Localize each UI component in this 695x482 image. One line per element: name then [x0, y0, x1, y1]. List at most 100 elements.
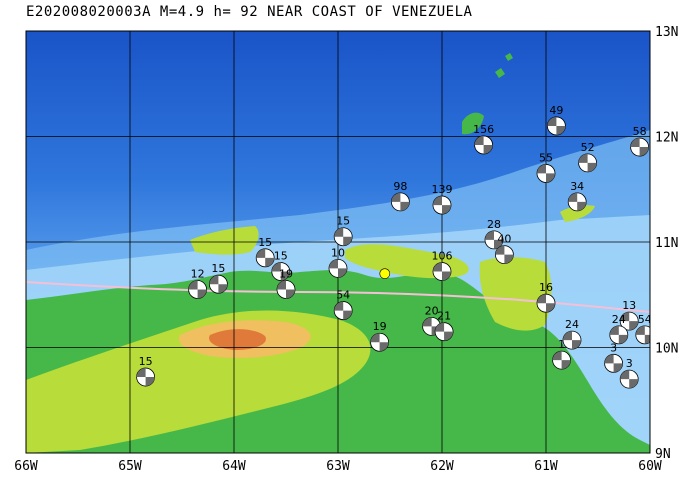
- beachball-compressional-quadrant: [537, 294, 555, 313]
- focal-mechanism: 15: [136, 355, 156, 387]
- event-depth-label: 34: [570, 180, 584, 193]
- beachball-compressional-quadrant: [433, 262, 451, 281]
- event-depth-label: 58: [633, 125, 647, 138]
- beachball-compressional-quadrant: [537, 164, 555, 183]
- event-depth-label: 24: [565, 318, 579, 331]
- focal-mechanism: 12: [188, 267, 208, 299]
- beachball-compressional-quadrant: [435, 322, 454, 341]
- event-depth-label: 40: [497, 233, 511, 246]
- lon-tick-label: 64W: [222, 459, 246, 474]
- beachball-compressional-quadrant: [370, 333, 389, 352]
- event-depth-label: 52: [581, 141, 595, 154]
- event-depth-label: 156: [473, 123, 494, 136]
- event-depth-label: 54: [336, 289, 350, 302]
- focal-mechanism: 15: [208, 262, 228, 294]
- event-depth-label: 19: [279, 267, 293, 280]
- lat-tick-label: 11N: [655, 236, 678, 251]
- beachball-compressional-quadrant: [620, 370, 639, 389]
- island-tobago: [560, 205, 595, 222]
- focal-mechanism: 19: [370, 320, 390, 352]
- event-depth-label: 98: [393, 180, 407, 193]
- focal-mechanism: 54: [635, 313, 652, 345]
- focal-mechanism: 34: [567, 180, 587, 212]
- lon-tick-label: 62W: [430, 459, 454, 474]
- lon-tick-label: 63W: [326, 459, 350, 474]
- beachball-compressional-quadrant: [609, 325, 628, 344]
- lon-tick-label: 60W: [638, 459, 662, 474]
- focal-mechanism: 15: [255, 236, 275, 268]
- beachball-compressional-quadrant: [271, 262, 290, 281]
- event-depth-label: 15: [336, 215, 350, 228]
- focal-mechanism: 24: [609, 313, 629, 345]
- beachball-compressional-quadrant: [256, 248, 275, 267]
- event-depth-label: 139: [432, 183, 453, 196]
- event-depth-label: 55: [539, 151, 553, 164]
- event-depth-label: 3: [626, 357, 633, 370]
- lat-tick-label: 12N: [655, 131, 678, 146]
- focal-mechanism: 3: [604, 341, 623, 373]
- beachball-compressional-quadrant: [485, 230, 503, 249]
- focal-mechanism: 106: [432, 250, 453, 281]
- axis-labels: 66W 65W 64W 63W 62W 61W 60W 13N 12N 11N 10N 9N: [14, 25, 678, 474]
- lat-lon-grid: [26, 31, 650, 453]
- lon-tick-label: 65W: [118, 459, 142, 474]
- focal-mechanism: 1: [552, 338, 571, 370]
- plate-boundary: [26, 281, 650, 313]
- focal-mechanism: [379, 268, 391, 279]
- event-depth-label: 15: [274, 250, 288, 263]
- beachball-compressional-quadrant: [136, 368, 155, 387]
- beachball-compressional-quadrant: [495, 245, 514, 264]
- focal-mechanism: 24: [562, 318, 582, 350]
- focal-mechanism: 13: [619, 299, 639, 331]
- mainland-summit: [209, 329, 266, 350]
- island-small-2: [505, 53, 513, 61]
- beachball-compressional-quadrant: [188, 280, 207, 299]
- event-depth-label: 3: [610, 341, 617, 354]
- event-depth-label: 15: [139, 355, 153, 368]
- beachball-compressional-quadrant: [334, 227, 353, 246]
- focal-mechanism: 54: [333, 289, 353, 320]
- island-trinidad: [479, 257, 552, 331]
- focal-mechanism: 49: [547, 104, 566, 136]
- event-depth-label: 49: [549, 104, 563, 117]
- beachball-compressional-quadrant: [433, 196, 451, 215]
- focal-mechanism: 52: [578, 141, 597, 173]
- event-depth-label: 54: [638, 313, 652, 326]
- peninsula-araya: [190, 226, 259, 255]
- focal-mechanism: 15: [271, 250, 291, 281]
- beachball-compressional-quadrant: [552, 351, 571, 370]
- beachball-compressional-quadrant: [547, 116, 566, 135]
- map-title: E202008020003A M=4.9 h= 92 NEAR COAST OF…: [26, 4, 473, 20]
- event-depth-label: 13: [622, 299, 636, 312]
- beachball-compressional-quadrant: [209, 275, 228, 294]
- beachball-compressional-quadrant: [604, 354, 623, 373]
- beachball-compressional-quadrant: [630, 138, 649, 157]
- focal-mechanism: 156: [473, 123, 494, 155]
- event-depth-label: 21: [437, 310, 451, 323]
- map-frame: [25, 30, 651, 454]
- beachball-compressional-quadrant: [474, 135, 493, 154]
- event-depth-label: 10: [331, 246, 345, 259]
- focal-mechanism: 40: [494, 233, 514, 265]
- lat-tick-label: 13N: [655, 25, 678, 40]
- event-depth-label: 20: [425, 304, 439, 317]
- beachball-compressional-quadrant: [277, 280, 295, 299]
- beachball-compressional-quadrant: [563, 331, 581, 350]
- beachball-compressional-quadrant: [329, 259, 347, 278]
- beachball-compressional-quadrant: [635, 325, 650, 344]
- event-depth-label: 12: [191, 267, 205, 280]
- event-depth-label: 24: [612, 313, 626, 326]
- focal-mechanism: 16: [536, 281, 556, 313]
- island-small-1: [495, 68, 505, 78]
- focal-mechanism: 3: [619, 357, 639, 389]
- focal-mechanism: 58: [630, 125, 649, 157]
- focal-mechanism: 19: [276, 267, 296, 299]
- current-event-marker: [379, 268, 391, 279]
- event-depth-label: 28: [487, 218, 501, 231]
- event-depth-label: 16: [539, 281, 553, 294]
- focal-mechanism: 21: [434, 310, 454, 342]
- focal-mechanism: 139: [432, 183, 453, 215]
- event-depth-label: 15: [211, 262, 225, 275]
